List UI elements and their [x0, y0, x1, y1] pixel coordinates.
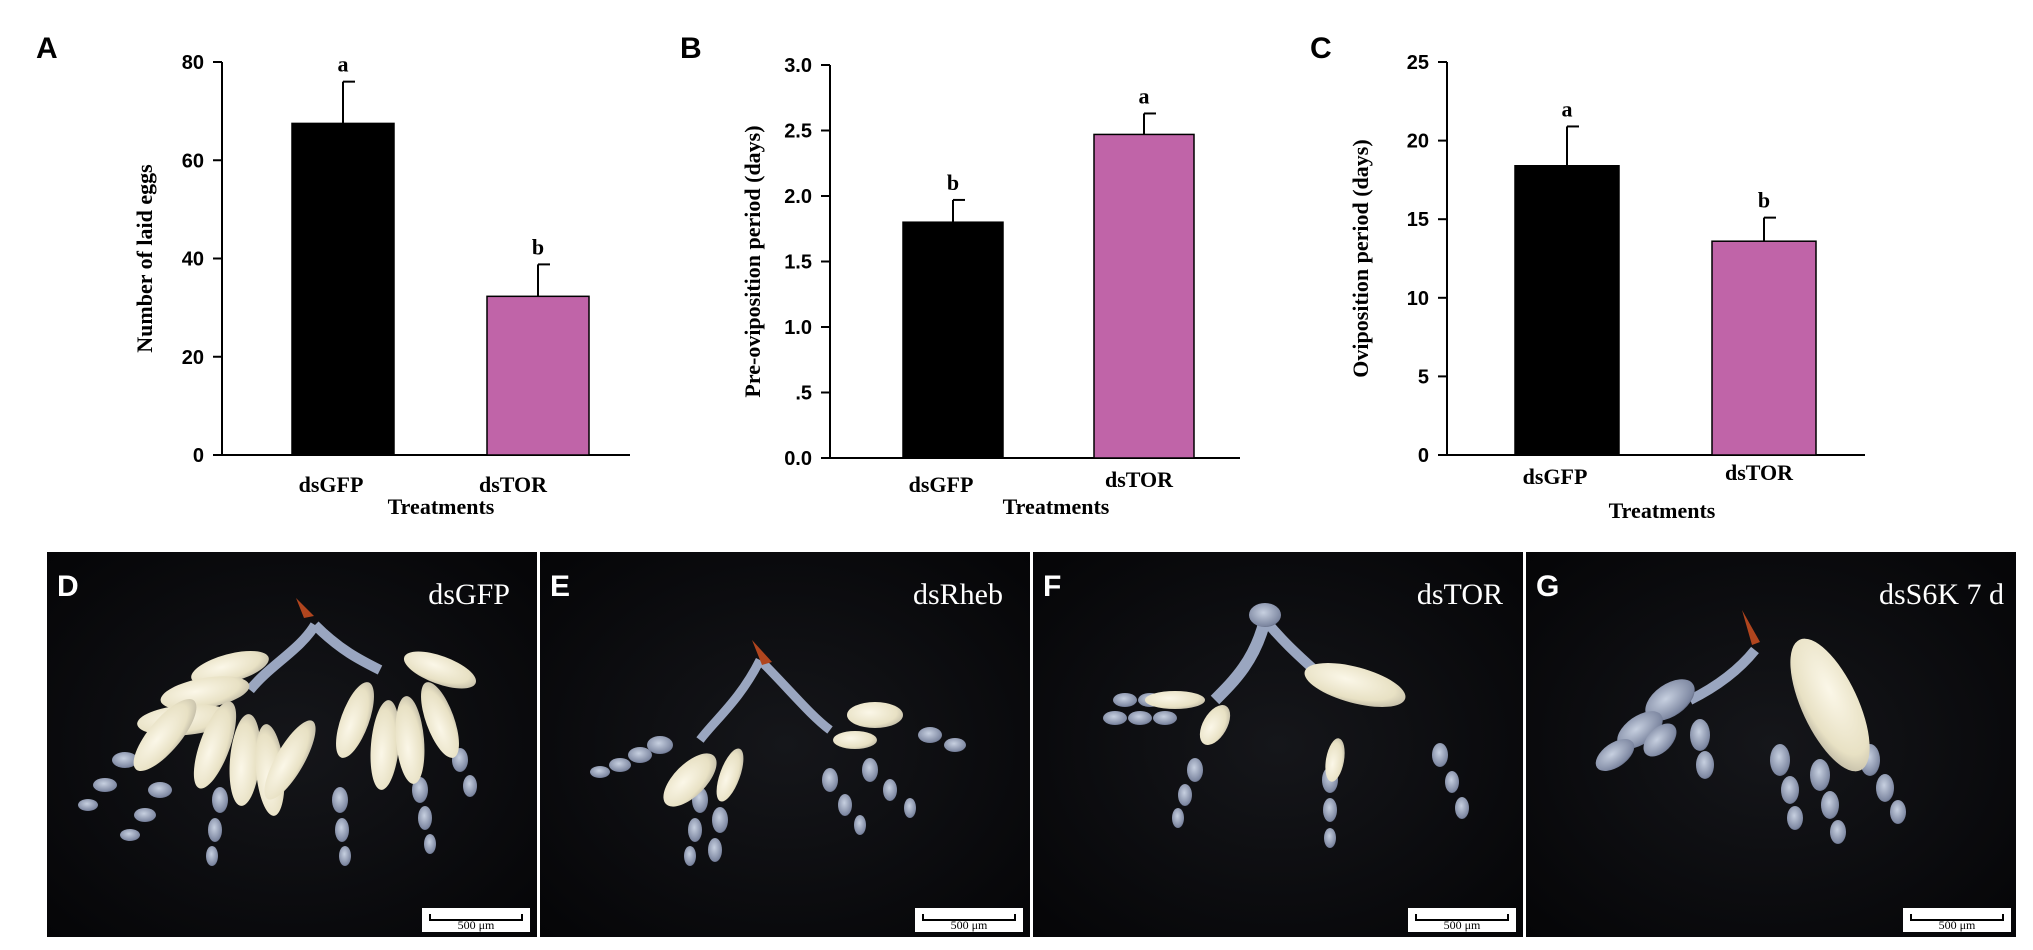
- significance-letter: a: [338, 52, 349, 77]
- scale-bar: [429, 914, 523, 921]
- photo-panel-e: E dsRheb 500 μm: [540, 552, 1030, 937]
- ovary-illustration: [78, 598, 477, 866]
- y-tick-label: 40: [182, 249, 204, 271]
- y-tick-label: 0: [1418, 445, 1429, 467]
- photo-letter: D: [57, 570, 79, 603]
- bar: [902, 221, 1004, 459]
- photo-panel-d: D dsGFP 500 μm: [47, 552, 537, 937]
- scale-bar-label: 500 μm: [951, 918, 988, 932]
- x-category-label: dsGFP: [1523, 464, 1588, 489]
- y-tick-label: 2.5: [784, 121, 812, 143]
- x-axis-label: Treatments: [1003, 494, 1110, 519]
- y-tick-label: 2.0: [784, 186, 812, 208]
- photo-label: dsS6K 7 d: [1879, 578, 2004, 611]
- y-tick-label: 0.0: [784, 448, 812, 470]
- significance-letter: b: [1758, 188, 1770, 213]
- panel-letter: C: [1310, 32, 1332, 65]
- scale-bar: [1910, 914, 2004, 921]
- photo-label: dsGFP: [428, 578, 510, 611]
- y-axis-label: Pre-oviposition period (days): [740, 125, 765, 397]
- scale-bar-label: 500 μm: [458, 918, 495, 932]
- y-tick-label: 5: [1418, 366, 1429, 388]
- photo-letter: G: [1536, 570, 1559, 603]
- y-tick-label: 20: [1407, 131, 1429, 153]
- y-tick-label: 3.0: [784, 55, 812, 77]
- x-category-label: dsGFP: [909, 472, 974, 497]
- bar: [1093, 133, 1195, 459]
- x-axis-label: Treatments: [388, 494, 495, 519]
- bar: [486, 295, 590, 456]
- y-tick-label: 60: [182, 150, 204, 172]
- y-tick-label: 25: [1407, 52, 1429, 74]
- y-tick-label: 20: [182, 347, 204, 369]
- photo-letter: F: [1043, 570, 1061, 603]
- photo-background: [1526, 552, 2016, 937]
- y-tick-label: 0: [193, 445, 204, 467]
- scale-bar: [1415, 914, 1509, 921]
- x-category-label: dsTOR: [1105, 467, 1174, 492]
- chart-panel-b: B 0.0 .5 1.0 1.5 2.0 2.5 3.0 Pre-oviposition per…: [680, 32, 1240, 519]
- bar: [1711, 240, 1817, 456]
- y-tick-label: 1.0: [784, 317, 812, 339]
- scale-bar: [922, 914, 1016, 921]
- significance-letter: a: [1562, 96, 1573, 121]
- significance-letter: b: [532, 234, 544, 259]
- ovary-illustration: [1595, 610, 1906, 844]
- significance-letter: a: [1139, 83, 1150, 108]
- chart-panel-a: A 0 20 40 60 80 Number of laid eggs a dsGFP b dsTO…: [36, 32, 630, 519]
- ovary-photo-strip: D dsGFP 500 μm: [47, 552, 2016, 937]
- scale-bar-label: 500 μm: [1444, 918, 1481, 932]
- significance-letter: b: [947, 170, 959, 195]
- x-category-label: dsTOR: [1725, 460, 1794, 485]
- y-axis-label: Number of laid eggs: [132, 164, 157, 353]
- y-tick-label: 80: [182, 52, 204, 74]
- x-category-label: dsTOR: [479, 472, 548, 497]
- x-category-label: dsGFP: [299, 472, 364, 497]
- panel-letter: A: [36, 32, 58, 65]
- ovary-illustration: [1103, 603, 1469, 848]
- photo-letter: E: [550, 570, 570, 603]
- bar: [1514, 165, 1620, 456]
- ovary-illustration: [590, 640, 966, 866]
- x-axis-label: Treatments: [1609, 498, 1716, 523]
- photo-panel-f: F dsTOR 500 μm: [1033, 552, 1523, 937]
- photo-label: dsTOR: [1417, 578, 1503, 611]
- y-tick-label: 1.5: [784, 252, 812, 274]
- bar: [291, 122, 395, 456]
- y-tick-label: .5: [795, 383, 812, 405]
- panel-letter: B: [680, 32, 702, 65]
- chart-panel-c: C 0 5 10 15 20 25 Oviposition period (days) a dsG…: [1310, 32, 1865, 523]
- photo-panel-g: G dsS6K 7 d 500 μm: [1526, 552, 2016, 937]
- y-axis-label: Oviposition period (days): [1348, 139, 1373, 377]
- photo-label: dsRheb: [913, 578, 1003, 611]
- y-tick-label: 10: [1407, 288, 1429, 310]
- y-tick-label: 15: [1407, 209, 1429, 231]
- scale-bar-label: 500 μm: [1939, 918, 1976, 932]
